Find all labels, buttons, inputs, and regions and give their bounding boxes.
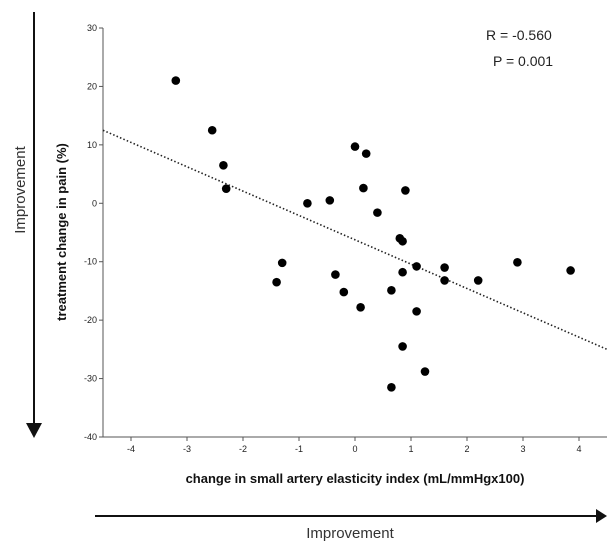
data-point	[219, 161, 228, 170]
data-point	[387, 383, 396, 392]
y-axis-label: treatment change in pain (%)	[54, 143, 69, 321]
data-point	[350, 142, 360, 151]
data-point	[440, 276, 449, 285]
x-tick-label: -1	[295, 444, 303, 454]
x-tick-label: -4	[127, 444, 135, 454]
y-tick-label: 10	[87, 140, 97, 150]
data-point	[171, 76, 181, 85]
y-tick-label: 30	[87, 23, 97, 33]
data-point	[398, 236, 407, 246]
data-point	[221, 184, 231, 193]
x-tick-label: 0	[352, 444, 357, 454]
data-point	[401, 186, 410, 195]
data-point	[513, 257, 522, 267]
x-tick-label: 4	[576, 444, 581, 454]
y-tick-label: -10	[84, 257, 97, 267]
y-tick-label: 0	[92, 198, 97, 208]
data-point	[398, 267, 407, 277]
x-tick-label: -3	[183, 444, 191, 454]
horizontal-improvement-arrowhead	[596, 509, 607, 523]
data-point	[440, 263, 449, 272]
x-tick-label: -2	[239, 444, 247, 454]
data-point	[373, 208, 382, 217]
data-point	[303, 198, 312, 208]
y-ticks: -40 -30 -20 -10 0 10 20 30	[84, 23, 103, 442]
vertical-improvement-label: Improvement	[12, 145, 29, 233]
data-point	[356, 302, 365, 312]
x-tick-label: 3	[520, 444, 525, 454]
x-axis-label: change in small artery elasticity index …	[186, 471, 525, 486]
data-point	[473, 276, 483, 285]
y-tick-label: -20	[84, 315, 97, 325]
trend-line	[102, 129, 607, 351]
data-point	[412, 307, 421, 316]
data-point	[325, 196, 335, 205]
data-point	[359, 183, 368, 193]
data-point	[272, 277, 281, 287]
x-ticks: -4 -3 -2 -1 0 1 2 3 4	[127, 437, 582, 454]
correlation-r-annotation: R = -0.560	[486, 27, 552, 43]
data-point	[331, 270, 340, 279]
data-points	[171, 76, 575, 392]
x-tick-label: 2	[464, 444, 469, 454]
y-tick-label: -40	[84, 432, 97, 442]
y-tick-label: -30	[84, 374, 97, 384]
data-point	[387, 286, 396, 295]
data-point	[339, 287, 349, 297]
y-tick-label: 20	[87, 81, 97, 91]
horizontal-improvement-label: Improvement	[306, 525, 394, 542]
data-point	[412, 262, 421, 271]
x-tick-label: 1	[408, 444, 413, 454]
p-value-annotation: P = 0.001	[493, 53, 553, 69]
data-point	[361, 149, 371, 158]
data-point	[566, 266, 575, 275]
vertical-improvement-arrowhead	[26, 423, 42, 438]
data-point	[398, 342, 407, 351]
data-point	[420, 367, 430, 376]
data-point	[277, 258, 287, 268]
data-point	[207, 125, 217, 135]
